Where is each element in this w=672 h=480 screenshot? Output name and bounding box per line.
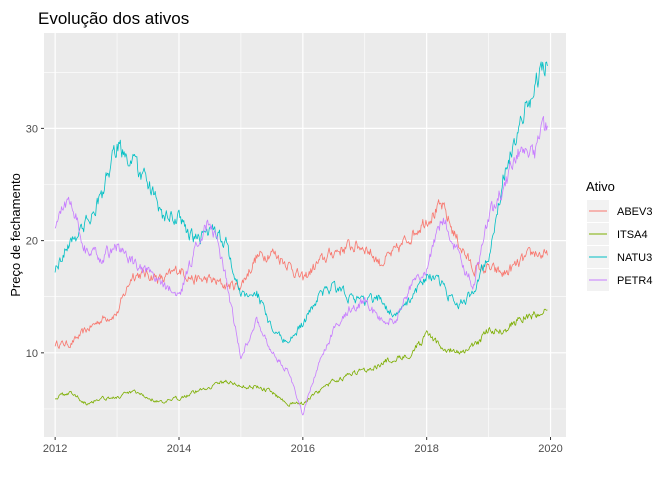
x-tick-label: 2014 [167, 443, 191, 455]
y-axis-title: Preço de fechamento [8, 173, 23, 297]
x-tick-label: 2018 [414, 443, 438, 455]
chart-title: Evolução dos ativos [38, 9, 189, 28]
x-tick-label: 2020 [538, 443, 562, 455]
series-line-petr4 [54, 116, 548, 416]
y-tick-label: 30 [26, 123, 38, 135]
legend-label-natu3: NATU3 [617, 252, 652, 264]
x-tick-label: 2016 [291, 443, 315, 455]
legend-label-itsa4: ITSA4 [617, 229, 648, 241]
plot-panel [44, 33, 566, 437]
series-line-abev3 [54, 199, 548, 349]
legend-label-abev3: ABEV3 [617, 206, 652, 218]
major-gridlines [44, 33, 566, 437]
series-line-itsa4 [54, 308, 548, 407]
x-axis-ticks: 2012 2014 2016 2018 2020 [43, 437, 563, 455]
series-lines [54, 61, 548, 416]
series-line-natu3 [54, 61, 548, 344]
x-tick-label: 2012 [43, 443, 67, 455]
y-axis-ticks: 10 20 30 [26, 123, 44, 360]
minor-gridlines [44, 33, 566, 437]
legend-title: Ativo [586, 179, 615, 194]
legend-label-petr4: PETR4 [617, 275, 652, 287]
y-tick-label: 10 [26, 348, 38, 360]
legend: Ativo ABEV3 ITSA4 NATU3 PETR4 [586, 179, 652, 291]
y-tick-label: 20 [26, 236, 38, 248]
